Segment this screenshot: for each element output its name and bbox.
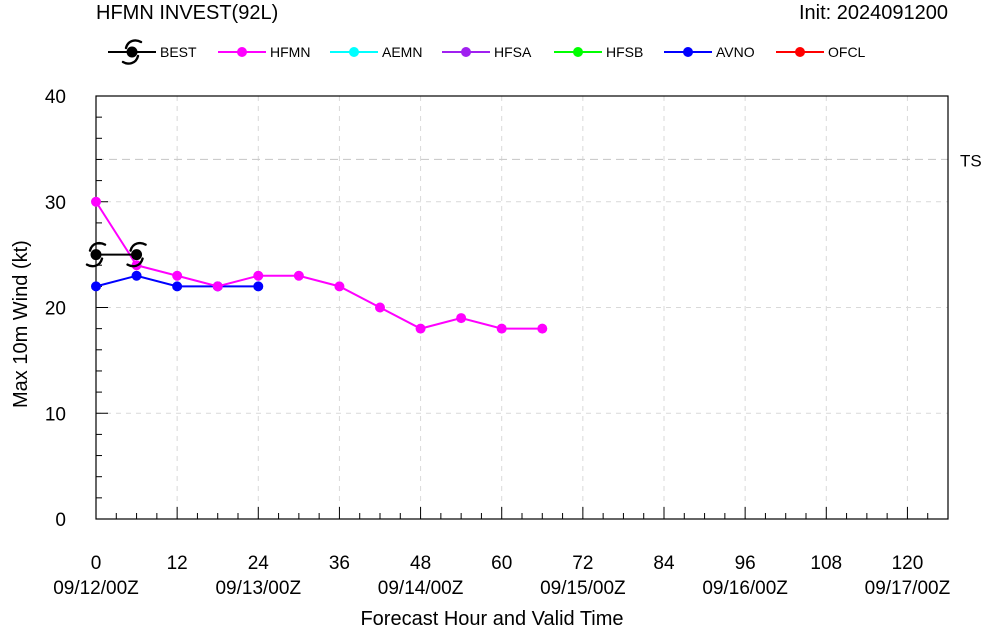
legend-label-avno: AVNO xyxy=(716,44,755,60)
series-point-hfmn xyxy=(334,281,345,292)
chart-title: HFMN INVEST(92L) xyxy=(96,2,279,24)
legend-label-ofcl: OFCL xyxy=(828,44,866,60)
series-point-hfmn xyxy=(415,323,426,334)
series-line-hfmn xyxy=(95,201,543,330)
x-tick-label: 36 xyxy=(329,553,350,574)
x-tick-label: 24 xyxy=(248,553,270,574)
legend-marker-best xyxy=(121,39,143,65)
series-point-hfmn xyxy=(456,313,467,324)
x-tick-label: 72 xyxy=(572,553,593,574)
series-point-best xyxy=(126,241,147,268)
series-point-hfmn xyxy=(293,270,304,281)
y-tick-label: 10 xyxy=(45,404,66,425)
x-date-label: 09/13/00Z xyxy=(215,578,301,599)
x-date-label: 09/14/00Z xyxy=(378,578,464,599)
series-point-best xyxy=(85,241,107,268)
legend-marker-aemn xyxy=(349,47,359,57)
y-tick-label: 40 xyxy=(45,87,66,108)
reference-line-label: TS xyxy=(960,151,982,170)
legend-label-hfmn: HFMN xyxy=(270,44,310,60)
series-point-hfmn xyxy=(375,302,385,313)
x-tick-label: 108 xyxy=(810,553,842,574)
legend-marker-hfsb xyxy=(573,47,583,57)
x-tick-label: 0 xyxy=(91,553,102,574)
x-date-label: 09/17/00Z xyxy=(865,578,951,599)
x-tick-label: 48 xyxy=(410,553,431,574)
x-tick-label: 96 xyxy=(735,553,756,574)
x-tick-label: 60 xyxy=(491,553,512,574)
x-tick-label: 84 xyxy=(653,553,675,574)
series-point-hfmn xyxy=(537,323,548,334)
x-tick-label: 120 xyxy=(892,553,924,574)
legend-label-hfsb: HFSB xyxy=(606,44,643,60)
y-axis-label: Max 10m Wind (kt) xyxy=(10,240,32,408)
legend-marker-hfmn xyxy=(237,47,247,57)
series-point-hfmn xyxy=(496,323,507,334)
legend-label-hfsa: HFSA xyxy=(494,44,532,60)
x-date-label: 09/15/00Z xyxy=(540,578,626,599)
x-axis-label: Forecast Hour and Valid Time xyxy=(360,608,624,630)
x-date-label: 09/16/00Z xyxy=(702,578,788,599)
series-point-avno xyxy=(253,281,264,292)
series-point-avno xyxy=(131,270,142,281)
legend-marker-ofcl xyxy=(795,47,805,57)
legend-label-best: BEST xyxy=(160,44,197,60)
legend-marker-hfsa xyxy=(461,47,471,57)
y-tick-label: 0 xyxy=(55,510,66,531)
init-time: Init: 2024091200 xyxy=(798,2,948,24)
series-point-hfmn xyxy=(172,270,183,281)
y-tick-label: 30 xyxy=(45,193,66,214)
x-tick-label: 12 xyxy=(167,553,188,574)
series-point-avno xyxy=(91,281,101,292)
x-date-label: 09/12/00Z xyxy=(53,578,139,599)
series-point-avno xyxy=(172,281,183,292)
y-tick-label: 20 xyxy=(45,299,66,320)
series-point-hfmn xyxy=(91,196,101,207)
series-point-hfmn xyxy=(253,270,264,281)
legend-label-aemn: AEMN xyxy=(382,44,422,60)
legend-marker-avno xyxy=(683,47,693,57)
series-point-hfmn xyxy=(212,281,223,292)
